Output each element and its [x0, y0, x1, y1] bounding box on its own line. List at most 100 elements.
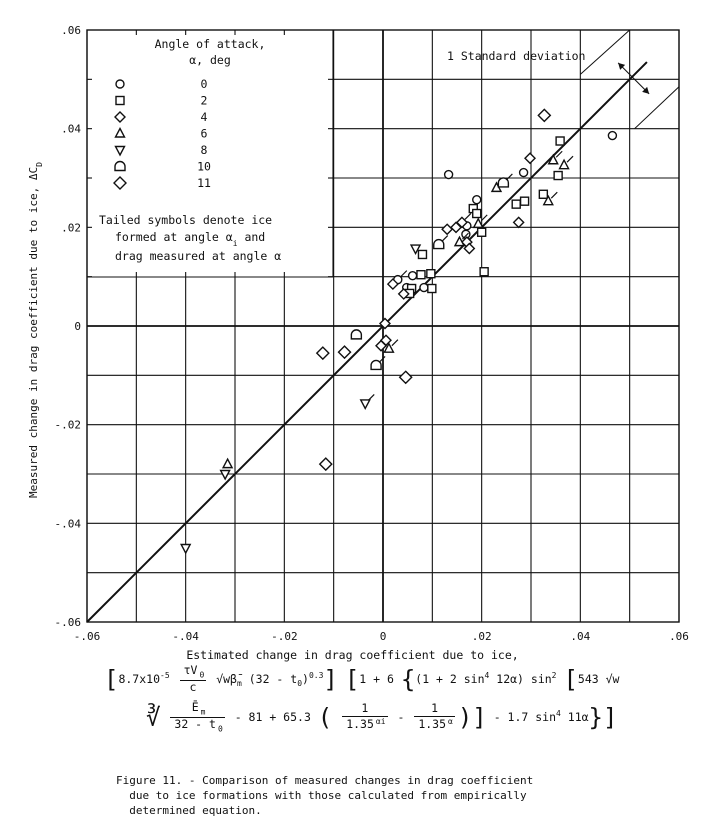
- data-point-circle: [419, 282, 429, 293]
- data-point-square: [416, 269, 426, 280]
- data-point-diamond-large: [315, 346, 330, 361]
- data-point-diamond: [114, 111, 126, 123]
- data-point-circle: [607, 130, 618, 141]
- data-point-square: [417, 249, 428, 260]
- tail-mark: [555, 150, 563, 158]
- std-dev-annotation: 1 Standard deviation: [447, 49, 650, 95]
- tail-mark: [441, 235, 449, 243]
- legend-entry-label: 2: [201, 94, 208, 108]
- std-dev-arrow: [617, 62, 650, 95]
- data-point-square: [115, 95, 125, 106]
- data-point-diamond-large: [537, 108, 552, 123]
- data-point-diamond: [386, 278, 399, 291]
- y-tick-label: -.02: [55, 419, 82, 432]
- data-point-circle: [472, 195, 482, 205]
- data-point-triangle-down: [180, 543, 192, 555]
- series-10: [350, 173, 513, 371]
- caption-line-2: due to ice formations with those calcula…: [116, 789, 527, 802]
- data-point-circle: [443, 169, 454, 180]
- data-point-square: [479, 267, 489, 277]
- tail-mark: [462, 232, 469, 240]
- caption-line-1: Figure 11. - Comparison of measured chan…: [116, 774, 534, 787]
- data-point-triangle-down: [359, 399, 371, 410]
- legend-note-1: Tailed symbols denote ice: [99, 213, 272, 227]
- x-tick-label: -.02: [271, 630, 298, 643]
- tail-mark: [378, 356, 386, 363]
- tail-mark: [480, 214, 488, 222]
- data-point-diamond: [397, 287, 410, 300]
- x-axis-label: Estimated change in drag coefficient due…: [186, 648, 519, 662]
- data-point-square: [427, 283, 437, 294]
- series-11: [315, 108, 552, 472]
- data-point-diamond: [375, 339, 388, 352]
- data-point-diamond-large: [398, 370, 413, 385]
- legend-title: Angle of attack,: [155, 37, 266, 51]
- caption-line-3: determined equation.: [116, 804, 262, 817]
- y-tick-label: .04: [61, 123, 81, 136]
- tail-mark: [550, 191, 558, 199]
- scatter-chart: -.06 -.04 -.02 0 .02 .04 .06 .06 .04 .02 0 -.02 -.04…: [27, 24, 689, 643]
- data-point-triangle-down: [114, 145, 126, 157]
- tail-mark: [367, 394, 375, 401]
- data-point-circle: [518, 167, 529, 178]
- tail-mark: [505, 173, 513, 181]
- data-point-diamond-large: [113, 176, 127, 190]
- data-point-pentagon: [497, 177, 510, 188]
- data-point-triangle-down: [409, 244, 422, 256]
- legend-entry-label: 10: [197, 160, 211, 174]
- x-tick-label: -.04: [172, 630, 199, 643]
- data-point-pentagon: [350, 329, 363, 340]
- data-point-diamond: [512, 216, 525, 229]
- legend-note-3: drag measured at angle α: [115, 249, 281, 263]
- legend-title-2: α, deg: [189, 53, 231, 67]
- legend: Angle of attack, α, deg 0 2 4 6 8 10 11 Tailed sy…: [99, 37, 281, 263]
- std-band-lower: [634, 86, 680, 130]
- std-band-upper: [579, 29, 631, 75]
- legend-entry-label: 4: [201, 110, 208, 124]
- series-2: [404, 136, 565, 299]
- y-tick-label: .02: [61, 221, 81, 234]
- data-point-triangle-down: [219, 469, 231, 481]
- data-point-square: [538, 189, 549, 199]
- formula-row-1: [8.7x10-5 τV 0 c √wβ̄m (32 - t0)0.3] [1 + …: [104, 663, 620, 694]
- legend-entry-label: 11: [197, 176, 211, 190]
- data-point-triangle-up: [221, 457, 234, 469]
- series-0: [393, 130, 618, 293]
- data-point-triangle-up: [547, 153, 559, 165]
- data-point-square: [472, 208, 482, 219]
- data-point-square: [426, 269, 436, 279]
- data-point-triangle-up: [453, 235, 466, 247]
- data-point-triangle-up: [472, 217, 484, 229]
- data-point-triangle-up: [558, 158, 570, 170]
- data-point-pentagon: [433, 238, 445, 250]
- x-tick-label: -.06: [74, 630, 101, 643]
- data-point-diamond: [463, 242, 476, 255]
- data-point-diamond: [455, 216, 468, 229]
- data-point-circle: [115, 79, 125, 89]
- legend-entry-label: 0: [201, 77, 208, 91]
- plot-frame: [86, 29, 680, 623]
- data-point-square: [476, 227, 487, 237]
- y-tick-label: .06: [61, 24, 81, 37]
- std-dev-label: 1 Standard deviation: [447, 49, 585, 63]
- data-point-diamond: [524, 152, 537, 165]
- data-point-triangle-up: [383, 342, 395, 353]
- data-point-pentagon: [114, 160, 126, 172]
- y-tick-label: -.04: [55, 517, 82, 530]
- tick-labels: -.06 -.04 -.02 0 .02 .04 .06 .06 .04 .02 0 -.02 -.04…: [55, 24, 689, 643]
- y-tick-label: -.06: [55, 616, 82, 629]
- series-8: [180, 244, 422, 555]
- perfect-agreement-line: [86, 61, 648, 623]
- x-tick-label: .02: [472, 630, 492, 643]
- data-point-pentagon: [370, 359, 382, 371]
- data-point-diamond-large: [318, 457, 333, 472]
- x-tick-label: 0: [380, 630, 387, 643]
- legend-entry-label: 6: [201, 127, 208, 141]
- estimation-formula: [8.7x10-5 τV 0 c √wβ̄m (32 - t0)0.3] [1 + …: [104, 663, 684, 733]
- data-point-triangle-up: [542, 194, 554, 206]
- y-axis-label: Measured change in drag coefficient due …: [27, 162, 44, 498]
- data-point-square: [555, 136, 565, 146]
- x-tick-label: .04: [570, 630, 590, 643]
- y-tick-label: 0: [74, 320, 81, 333]
